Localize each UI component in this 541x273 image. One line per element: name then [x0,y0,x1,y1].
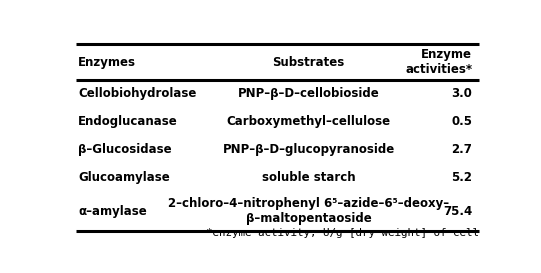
Text: 0.5: 0.5 [451,115,472,128]
Text: 75.4: 75.4 [443,205,472,218]
Text: Endoglucanase: Endoglucanase [78,115,178,128]
Text: Glucoamylase: Glucoamylase [78,171,170,184]
Text: Substrates: Substrates [273,56,345,69]
Text: β–Glucosidase: β–Glucosidase [78,143,171,156]
Text: Carboxymethyl–cellulose: Carboxymethyl–cellulose [227,115,391,128]
Text: α–amylase: α–amylase [78,205,147,218]
Text: 2–chloro–4–nitrophenyl 6⁵–azide–6⁵–deoxy–
β–maltopentaoside: 2–chloro–4–nitrophenyl 6⁵–azide–6⁵–deoxy… [168,197,449,225]
Text: PNP–β–D–cellobioside: PNP–β–D–cellobioside [238,87,380,100]
Text: Enzyme
activities*: Enzyme activities* [405,48,472,76]
Text: PNP–β–D–glucopyranoside: PNP–β–D–glucopyranoside [222,143,395,156]
Text: *enzyme activity; U/g [dry weight] of cell: *enzyme activity; U/g [dry weight] of ce… [206,228,478,238]
Text: 5.2: 5.2 [451,171,472,184]
Text: Cellobiohydrolase: Cellobiohydrolase [78,87,196,100]
Text: 3.0: 3.0 [451,87,472,100]
Text: Enzymes: Enzymes [78,56,136,69]
Text: 2.7: 2.7 [451,143,472,156]
Text: soluble starch: soluble starch [262,171,355,184]
